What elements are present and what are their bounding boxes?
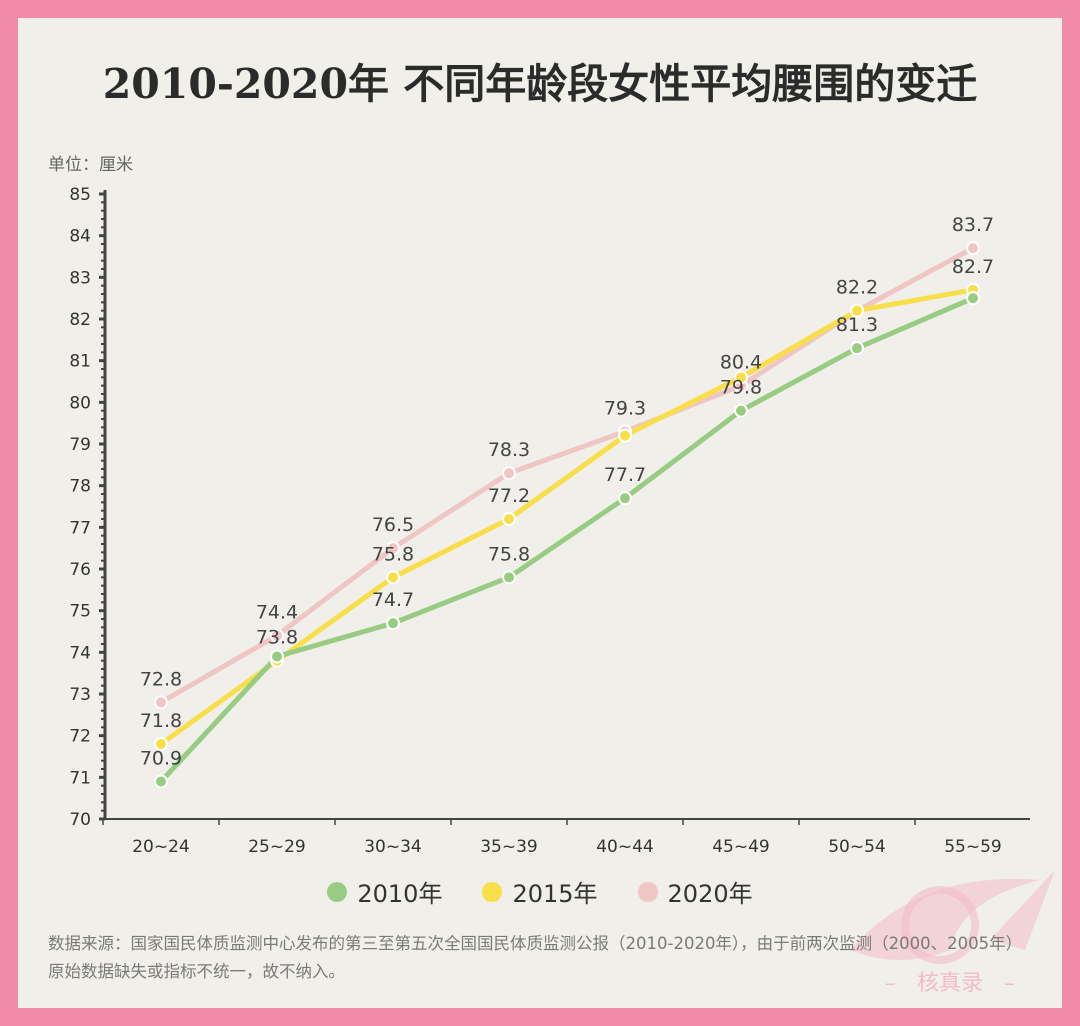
y-tick-label: 81 [69, 352, 91, 372]
y-tick-label: 77 [69, 518, 91, 538]
data-label: 73.8 [256, 627, 298, 649]
x-tick-label: 55~59 [944, 837, 1002, 857]
data-label: 83.7 [952, 214, 994, 236]
data-point [386, 616, 400, 631]
x-tick-label: 25~29 [248, 837, 306, 857]
x-tick-label: 30~34 [364, 837, 422, 857]
x-tick-label: 35~39 [480, 837, 538, 857]
data-label: 77.2 [488, 485, 530, 507]
y-tick-label: 80 [69, 393, 91, 413]
data-point [154, 737, 168, 751]
data-point [618, 491, 632, 506]
data-label: 80.4 [720, 352, 762, 374]
data-label: 70.9 [140, 748, 182, 770]
y-tick-label: 85 [69, 185, 91, 205]
svg-text:– 核真录 –: – 核真录 – [885, 971, 1015, 996]
y-tick-label: 75 [69, 602, 91, 622]
y-tick-label: 84 [69, 227, 91, 247]
chart-title: 2010-2020年 不同年龄段女性平均腰围的变迁 [102, 60, 978, 108]
data-label: 82.2 [836, 277, 878, 299]
data-point [154, 695, 168, 710]
legend-label: 2015年 [512, 880, 598, 908]
legend-swatch [482, 881, 503, 902]
y-tick-label: 78 [69, 477, 91, 497]
data-point [618, 428, 632, 443]
data-point [154, 774, 168, 789]
data-point [966, 241, 980, 256]
x-tick-label: 45~49 [712, 837, 770, 857]
legend: 2010年 2015年 2020年 [0, 874, 1080, 909]
legend-swatch [637, 881, 658, 902]
legend-item: 2015年 [482, 874, 598, 909]
data-label: 81.3 [836, 314, 878, 336]
legend-swatch [327, 881, 348, 902]
y-tick-label: 76 [69, 560, 91, 580]
data-point [386, 541, 400, 556]
legend-item: 2020年 [637, 874, 753, 909]
data-label: 79.3 [604, 398, 646, 420]
data-point [270, 628, 284, 643]
y-tick-label: 72 [69, 727, 91, 747]
legend-item: 2010年 [327, 874, 442, 909]
data-point [502, 466, 516, 481]
series-line-2010年 [159, 295, 974, 784]
data-point [386, 570, 400, 585]
data-label: 82.7 [952, 256, 994, 278]
data-point [270, 649, 284, 664]
data-label: 75.8 [372, 543, 414, 565]
data-point [850, 341, 864, 356]
source-note: 数据来源：国家国民体质监测中心发布的第三至第五次全国国民体质监测公报（2010-… [48, 934, 1023, 981]
x-tick-label: 20~24 [132, 837, 190, 857]
data-point [850, 303, 864, 318]
data-label: 72.8 [140, 668, 182, 690]
data-label: 79.8 [720, 377, 762, 399]
series-line-2015年 [159, 287, 974, 747]
data-label: 71.8 [140, 710, 182, 732]
y-tick-label: 74 [69, 643, 91, 663]
data-point [734, 403, 748, 418]
data-point [502, 512, 516, 526]
legend-label: 2020年 [667, 880, 753, 908]
data-point [734, 370, 748, 385]
x-tick-label: 40~44 [596, 837, 654, 857]
data-label: 74.7 [372, 589, 414, 611]
y-tick-label: 71 [69, 768, 91, 788]
watermark-logo: – 核真录 – [850, 870, 1055, 996]
data-label: 76.5 [372, 514, 414, 536]
data-label: 78.3 [488, 439, 530, 461]
data-label: 77.7 [604, 464, 646, 486]
y-tick-label: 79 [69, 435, 91, 455]
y-tick-label: 83 [69, 268, 91, 288]
x-tick-label: 50~54 [828, 837, 886, 857]
y-tick-label: 82 [69, 310, 91, 330]
data-label: 75.8 [488, 543, 530, 565]
y-tick-label: 70 [69, 810, 91, 830]
unit-label: 单位：厘米 [48, 155, 133, 175]
data-point [966, 291, 980, 306]
y-tick-label: 73 [69, 685, 91, 705]
data-label: 74.4 [256, 602, 298, 624]
legend-label: 2010年 [357, 880, 443, 908]
data-point [502, 570, 516, 585]
chart-card [18, 18, 1062, 1008]
